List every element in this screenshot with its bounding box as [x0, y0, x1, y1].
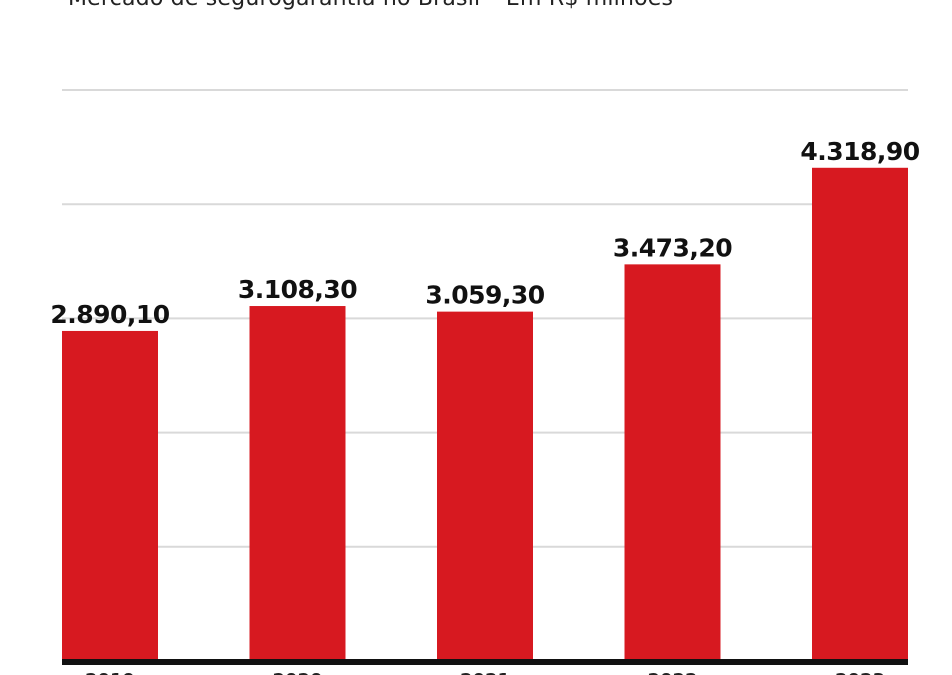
x-tick-label-2022: 2022 — [647, 670, 697, 675]
bar-2022 — [624, 264, 721, 661]
value-labels: 2.890,10 3.108,30 3.059,30 3.473,20 4.318,90 — [50, 137, 920, 329]
bars — [62, 167, 908, 661]
bar-2021 — [437, 311, 533, 661]
x-tick-label-2023: 2023 — [835, 670, 885, 675]
bar-2023 — [812, 167, 908, 661]
x-tick-label-2020: 2020 — [272, 670, 322, 675]
x-tick-label-2021: 2021 — [460, 670, 510, 675]
chart-subtitle: Mercado de segurogarantia no Brasil – Em… — [68, 0, 673, 11]
value-label-2020: 3.108,30 — [238, 275, 357, 304]
x-axis: 2019 2020 2021 2022 2023 — [62, 659, 908, 675]
value-label-2021: 3.059,30 — [425, 281, 544, 310]
bar-2020 — [249, 306, 346, 661]
value-label-2023: 4.318,90 — [800, 137, 919, 166]
bar-2019 — [62, 330, 158, 661]
value-label-2022: 3.473,20 — [613, 233, 732, 262]
value-label-2019: 2.890,10 — [50, 300, 169, 329]
x-tick-label-2019: 2019 — [85, 670, 135, 675]
